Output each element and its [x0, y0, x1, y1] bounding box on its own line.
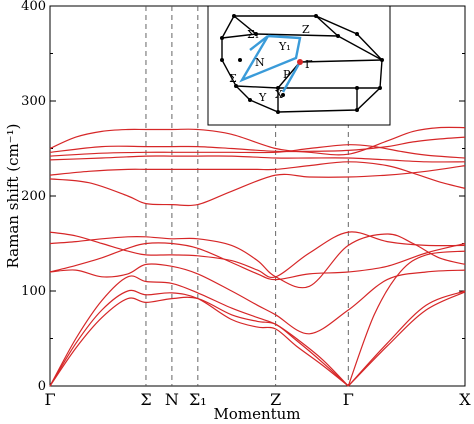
- y-tick-label: 400: [21, 0, 46, 14]
- inset-label-x: X: [275, 88, 283, 101]
- phonon-branch-line: [347, 290, 466, 387]
- phonon-branch-line: [49, 155, 466, 163]
- y-axis: 0 100 200 300 400: [21, 0, 465, 394]
- brillouin-zone-vertices: [220, 14, 384, 114]
- phonon-branch-line: [49, 231, 466, 279]
- phonon-branch-line: [49, 233, 466, 289]
- x-axis-title: Momentum: [213, 405, 300, 423]
- x-tick-label: Γ: [44, 390, 55, 409]
- inset-label-p: P: [283, 68, 291, 81]
- high-symmetry-path: [239, 34, 302, 93]
- inset-label-sigma1: Σ₁: [247, 28, 259, 41]
- phonon-branch-line: [347, 291, 466, 387]
- phonon-branch-line: [49, 144, 466, 159]
- x-tick-label: X: [459, 390, 471, 409]
- inset-label-y: Y: [258, 91, 267, 104]
- x-tick-label: Σ₁: [189, 390, 207, 409]
- phonon-branch-line: [49, 296, 349, 387]
- brillouin-zone-polyhedron: [221, 15, 383, 113]
- y-tick-label: 100: [21, 284, 46, 299]
- phonon-branch-line: [49, 242, 466, 281]
- y-tick-label: 200: [21, 189, 46, 204]
- phonon-branch-line: [49, 161, 466, 189]
- gamma-point-marker: [297, 59, 303, 65]
- inset-label-gamma: Γ: [305, 58, 313, 71]
- inset-label-n: N: [255, 56, 265, 69]
- x-tick-label: Z: [270, 390, 281, 409]
- phonon-branch-line: [49, 136, 466, 153]
- x-tick-label: Σ: [140, 390, 151, 409]
- inset-label-z: Z: [302, 23, 310, 36]
- phonon-branch-line: [347, 250, 466, 387]
- y-axis-title: Raman shift (cm⁻¹): [4, 124, 22, 269]
- phonon-branch-line: [49, 263, 466, 335]
- inset-label-y1: Y₁: [278, 40, 291, 53]
- phonon-branch-line: [49, 165, 466, 207]
- x-tick-label: Γ: [343, 390, 354, 409]
- dispersion-curves: [49, 126, 466, 387]
- y-tick-label: 300: [21, 94, 46, 109]
- phonon-branch-line: [49, 126, 466, 156]
- phonon-branch-line: [49, 275, 349, 387]
- x-tick-label: N: [165, 390, 179, 409]
- y-tick-label: 0: [38, 379, 46, 394]
- phonon-branch-line: [49, 289, 349, 387]
- inset-label-sigma: Σ: [229, 72, 237, 85]
- brillouin-zone-inset: Σ₁ Y₁ Z N P Γ Σ Y X: [207, 5, 391, 126]
